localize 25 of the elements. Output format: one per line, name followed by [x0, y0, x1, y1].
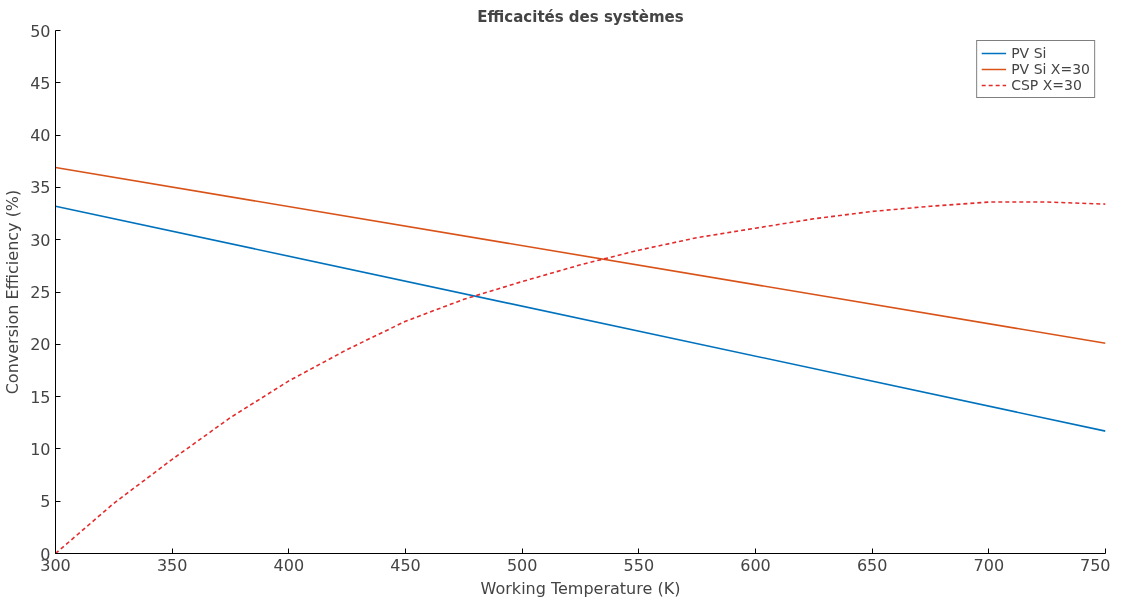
y-tick-label: 5 — [40, 492, 51, 512]
legend-label: PV Si — [1011, 45, 1047, 61]
y-tick-label: 20 — [30, 335, 51, 355]
chart-title: Efficacités des systèmes — [477, 7, 684, 26]
y-tick-label: 25 — [30, 283, 51, 302]
y-tick-label: 35 — [30, 178, 51, 198]
x-tick-label: 700 — [973, 555, 1005, 575]
y-axis-title: Conversion Efficiency (%) — [3, 189, 23, 395]
x-tick-label: 400 — [273, 555, 305, 575]
x-tick-label: 350 — [156, 555, 188, 575]
y-tick-label: 15 — [30, 387, 51, 407]
legend-label: PV Si X=30 — [1011, 61, 1090, 77]
x-tick-label: 450 — [390, 555, 421, 575]
x-tick-label: 600 — [740, 555, 771, 575]
x-tick-label: 550 — [623, 555, 655, 575]
x-tick-label: 650 — [856, 555, 888, 575]
x-tick-label: 500 — [506, 555, 538, 575]
x-tick-label: 750 — [1079, 555, 1111, 575]
y-tick-label: 10 — [30, 439, 51, 459]
legend-label: CSP X=30 — [1011, 77, 1082, 93]
y-tick-label: 45 — [30, 73, 51, 93]
y-tick-label: 50 — [30, 21, 51, 41]
x-axis-title: Working Temperature (K) — [480, 578, 681, 598]
y-tick-label: 40 — [30, 126, 51, 146]
y-tick-label: 30 — [30, 230, 51, 250]
